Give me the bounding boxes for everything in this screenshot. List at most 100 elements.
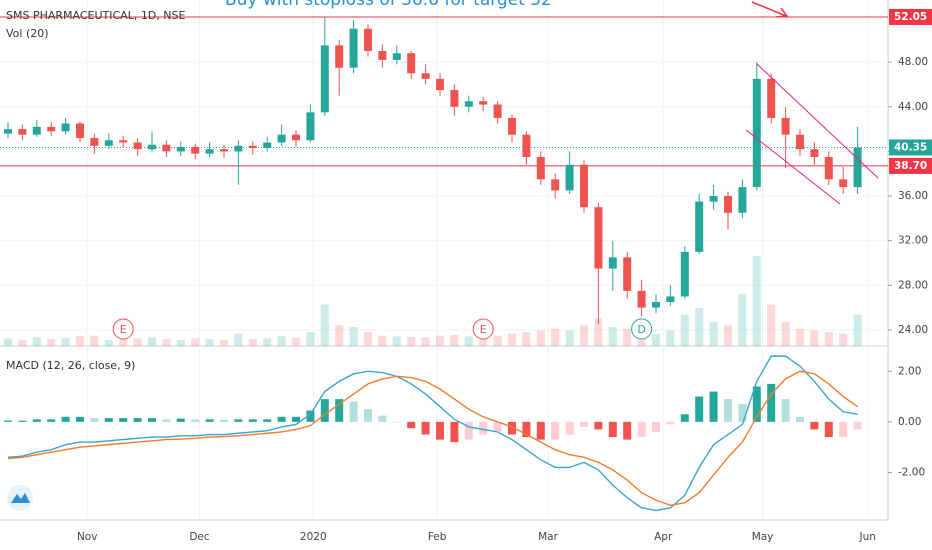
candle-body [32,126,41,135]
candle-body [436,78,444,91]
histogram-bar [824,421,833,438]
candle-body [148,144,156,150]
volume-bar [839,333,848,346]
signal-line [7,370,859,507]
arrow [751,1,787,17]
histogram-bar [263,419,272,422]
candle-body [292,134,300,141]
candle-body [18,129,27,135]
histogram-bar [724,399,732,422]
histogram-bar [421,421,430,435]
histogram-bar [450,421,459,443]
candle-body [680,251,689,297]
x-tick-label: Mar [538,531,558,543]
histogram-bar [148,418,156,422]
histogram-bar [104,418,113,422]
histogram-bar [522,421,531,438]
volume-bar [479,337,488,346]
volume-bar [292,337,300,346]
y-tick-label: 28.00 [898,279,928,291]
histogram-bar [839,421,848,438]
candle-body [796,134,804,150]
candle-body [234,145,243,152]
volume-bar [421,337,430,346]
histogram-bar [4,420,12,422]
candle-body [781,117,790,135]
volume-bar [695,307,704,346]
candle-body [263,142,272,149]
candle-body [493,104,502,118]
histogram-bar [176,418,185,422]
y2-tick-label: -2.00 [898,466,925,478]
event-marker [631,318,653,340]
histogram-bar [162,419,171,422]
volume-bar [450,334,459,346]
histogram-bar [666,421,675,425]
candle-body [594,207,603,269]
candle-body [565,164,574,191]
histogram-bar [464,421,473,440]
candle-body [508,117,516,135]
candle-body [378,50,387,60]
candle-body [191,146,200,154]
x-tick-label: Apr [654,531,673,543]
volume-bar [148,337,156,346]
histogram-bar [608,421,617,438]
trend-line [756,63,879,179]
histogram-bar [565,421,574,435]
histogram-bar [781,399,790,422]
candle-body [738,187,747,213]
histogram-bar [335,399,344,422]
histogram-bar [90,418,99,422]
histogram-bar [810,421,819,430]
histogram-bar [18,420,27,422]
candle-body [450,90,459,107]
event-label: E [120,323,127,336]
logo[interactable] [7,485,33,511]
event-marker [472,318,494,340]
histogram-bar [580,421,588,427]
volume-bar [76,336,84,346]
y-tick-label: 44.00 [898,101,928,113]
candle-body [551,179,560,191]
volume-bar [320,304,329,346]
histogram-bar [652,421,660,432]
histogram-bar [47,419,56,422]
volume-bar [104,339,113,346]
macd-line [7,355,858,512]
histogram-bar [76,416,84,422]
y2-tick-label: 0.00 [898,416,921,428]
volume-bar [234,333,243,346]
volume-bar [205,339,214,346]
candle-body [277,134,286,143]
y-tick-label: 24.00 [898,324,928,336]
candle-body [176,146,185,152]
volume-bar [796,328,804,346]
volume-bar [162,339,171,346]
histogram-bar [349,401,358,422]
volume-bar [61,337,70,346]
histogram-bar [738,404,747,422]
x-tick-label: Jun [858,531,875,543]
volume-bar [277,336,286,346]
volume-bar [853,314,862,346]
volume-bar [580,325,588,346]
candle-body [4,129,12,134]
volume-bar [119,339,128,346]
macd-pane: 2.00 0.00 -2.00 [4,355,925,512]
volume-bar [536,330,545,346]
histogram-bar [796,416,804,422]
volume-bar [436,335,444,346]
volume-bar [191,338,200,346]
histogram-bar [191,419,200,422]
candle-body [695,201,704,252]
volume-bar [752,256,761,346]
volume-bar [364,332,372,346]
candle-body [637,290,646,308]
volume-bar [335,325,344,346]
histogram-bar [853,421,862,430]
histogram-bar [378,415,387,422]
candle-body [104,140,113,146]
candle-body [421,73,430,79]
